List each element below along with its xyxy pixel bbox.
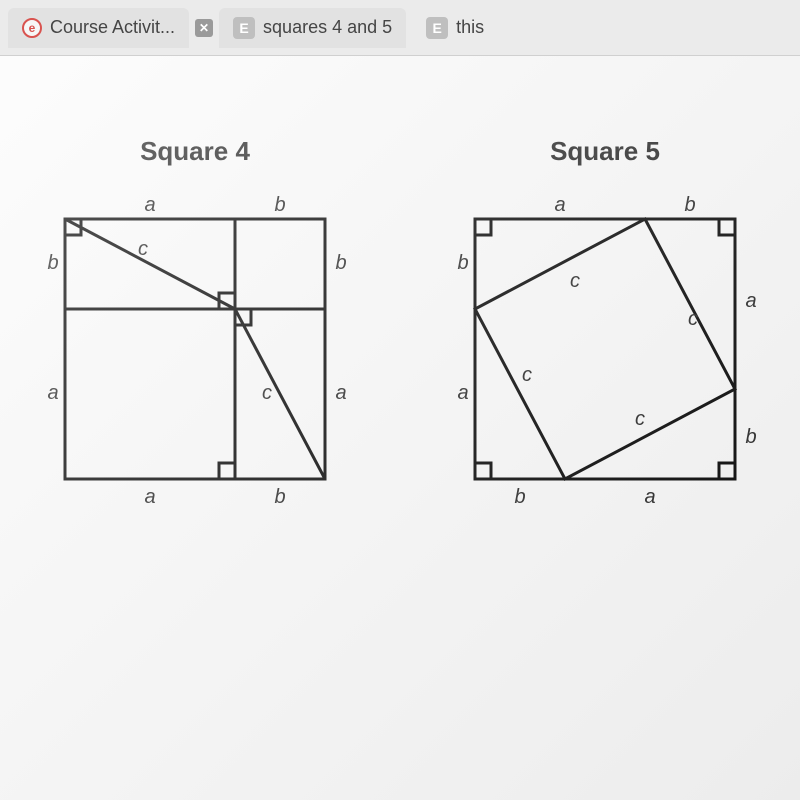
tab-label: Course Activit... bbox=[50, 17, 175, 38]
label-b: b bbox=[274, 194, 285, 216]
label-b: b bbox=[457, 252, 468, 274]
label-a: a bbox=[554, 194, 565, 216]
tab-course-activity[interactable]: e Course Activit... bbox=[8, 8, 189, 48]
figure-square-4: Square 4 bbox=[35, 136, 355, 519]
label-b: b bbox=[745, 426, 756, 448]
label-a: a bbox=[335, 382, 346, 404]
label-a: a bbox=[144, 194, 155, 216]
label-b: b bbox=[514, 486, 525, 508]
label-a: a bbox=[47, 382, 58, 404]
diagram-square-5: a b b a a b b a c c c c bbox=[445, 189, 765, 519]
label-c: c bbox=[570, 270, 580, 292]
label-a: a bbox=[144, 486, 155, 508]
label-a: a bbox=[644, 486, 655, 508]
label-b: b bbox=[274, 486, 285, 508]
label-a: a bbox=[745, 290, 756, 312]
figure-title: Square 5 bbox=[550, 136, 660, 167]
label-c: c bbox=[262, 382, 272, 404]
tab-label: squares 4 and 5 bbox=[263, 17, 392, 38]
close-icon[interactable]: ✕ bbox=[195, 19, 213, 37]
label-a: a bbox=[457, 382, 468, 404]
label-c: c bbox=[688, 308, 698, 330]
label-c: c bbox=[522, 364, 532, 386]
tab-label: this bbox=[456, 17, 484, 38]
favicon-edmentum-icon: e bbox=[22, 18, 42, 38]
label-b: b bbox=[335, 252, 346, 274]
favicon-letter-icon: E bbox=[233, 17, 255, 39]
figure-title: Square 4 bbox=[140, 136, 250, 167]
label-b: b bbox=[684, 194, 695, 216]
tab-this[interactable]: E this bbox=[412, 8, 498, 48]
browser-tab-bar: e Course Activit... ✕ E squares 4 and 5 … bbox=[0, 0, 800, 56]
page-content: Square 4 bbox=[0, 56, 800, 800]
diagram-row: Square 4 bbox=[40, 136, 760, 519]
tab-squares-4-and-5[interactable]: E squares 4 and 5 bbox=[219, 8, 406, 48]
diagram-square-4: a b b a b a a b c c bbox=[35, 189, 355, 519]
label-b: b bbox=[47, 252, 58, 274]
favicon-letter-icon: E bbox=[426, 17, 448, 39]
figure-square-5: Square 5 a b b a bbox=[445, 136, 765, 519]
label-c: c bbox=[635, 408, 645, 430]
label-c: c bbox=[138, 238, 148, 260]
